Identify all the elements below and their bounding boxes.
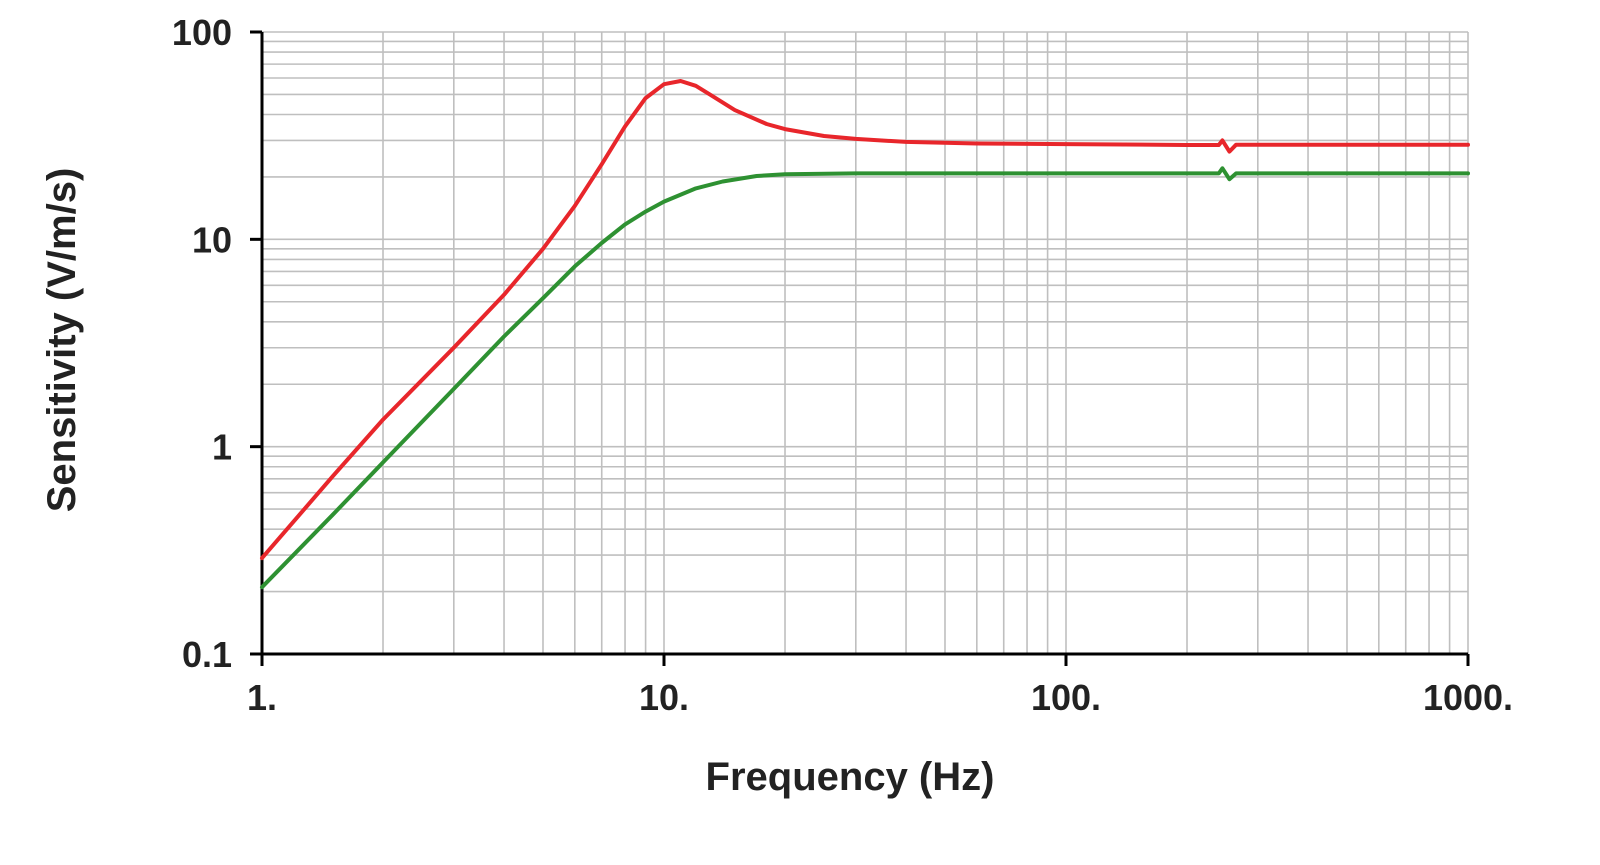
y-tick-label: 10 xyxy=(192,219,232,260)
x-tick-label: 10. xyxy=(639,677,689,718)
x-tick-label: 1. xyxy=(247,677,277,718)
y-axis-title: Sensitivity (V/m/s) xyxy=(40,168,84,513)
x-axis-title: Frequency (Hz) xyxy=(706,755,995,799)
y-tick-label: 0.1 xyxy=(182,634,232,675)
series-line-1 xyxy=(260,79,1470,561)
y-tick-label: 100 xyxy=(172,12,232,53)
y-tick-label: 1 xyxy=(212,427,232,468)
tick-label-layer: 1. 10. 100. 1000. 0.1 1 10 100 xyxy=(172,12,1513,718)
series-line-2 xyxy=(260,166,1470,590)
series-layer xyxy=(260,79,1470,590)
axis-layer xyxy=(250,30,1470,666)
x-tick-label: 1000. xyxy=(1423,677,1513,718)
x-tick-label: 100. xyxy=(1031,677,1101,718)
grid-layer xyxy=(261,31,1469,655)
